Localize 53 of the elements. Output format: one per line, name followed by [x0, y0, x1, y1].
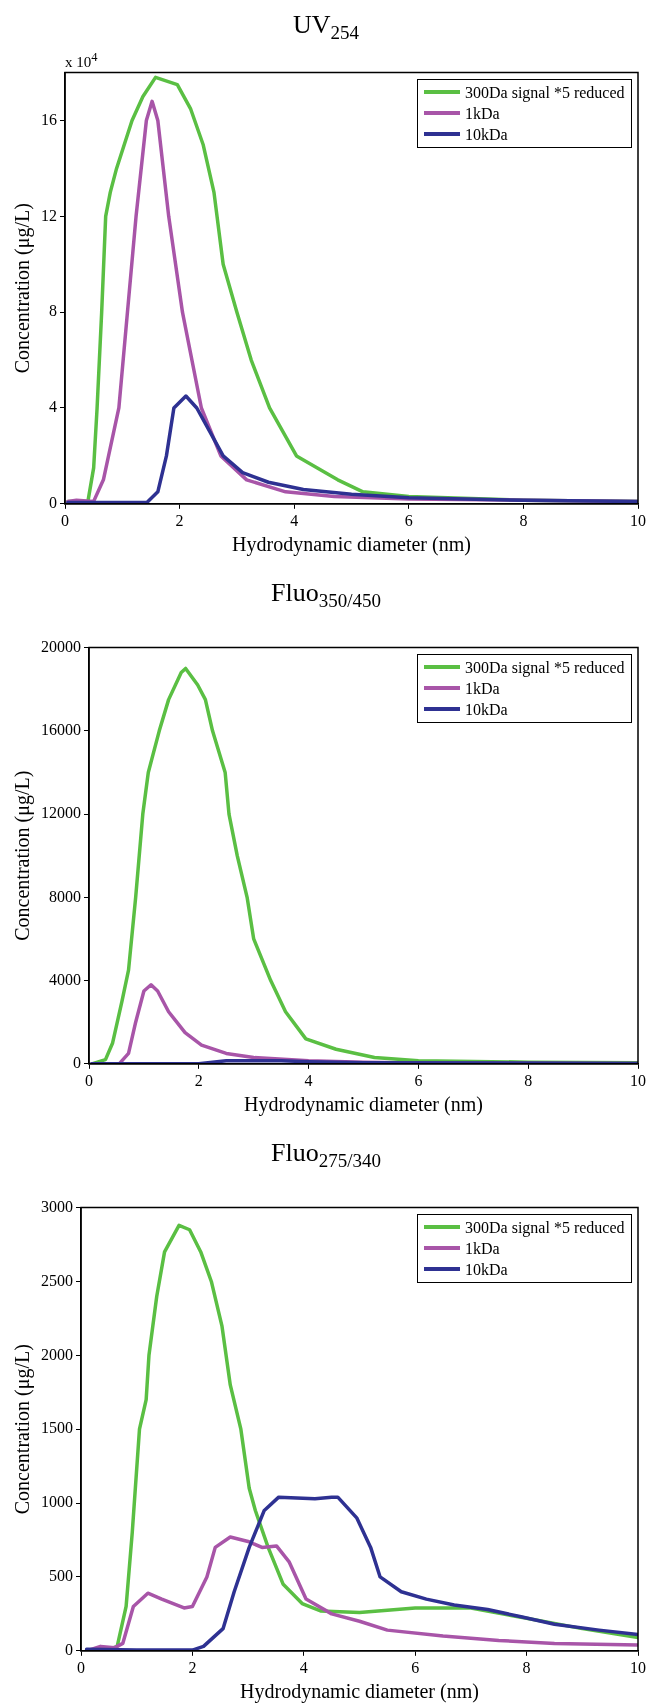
y-tick-label: 1000 [41, 1493, 73, 1511]
legend-label: 300Da signal *5 reduced [465, 82, 625, 103]
chart-title: Fluo$_{275/340}$ [270, 1138, 382, 1173]
x-axis-title: Hydrodynamic diameter (nm) [232, 533, 471, 557]
y-tick-label: 4 [49, 398, 57, 416]
y-tick-label: 0 [65, 1641, 73, 1658]
x-tick-label: 10 [630, 1071, 646, 1089]
x-tick-label: 10 [630, 511, 646, 529]
x-tick-label: 2 [175, 511, 184, 529]
y-tick-label: 16000 [41, 721, 81, 739]
x-tick-label: 8 [524, 1071, 533, 1089]
legend-label: 1kDa [465, 1238, 500, 1259]
y-axis-title: Concentration (μg/L) [11, 203, 35, 374]
legend-label: 1kDa [465, 678, 500, 699]
x-tick-label: 4 [290, 511, 299, 529]
y-tick-label: 12000 [41, 804, 81, 822]
y-tick-label: 4000 [49, 970, 81, 988]
y-tick-label: 2500 [41, 1271, 73, 1289]
y-tick-label: 3000 [41, 1197, 73, 1215]
x-tick-label: 0 [85, 1071, 93, 1089]
y-axis-title: Concentration (μg/L) [11, 770, 35, 941]
y-tick-label: 500 [49, 1567, 73, 1585]
x-tick-label: 6 [411, 1658, 420, 1676]
legend-label: 10kDa [465, 1259, 508, 1280]
y-tick-label: 2000 [41, 1345, 73, 1363]
chart-title: UV$_{254}$ [291, 10, 361, 45]
x-tick-label: 6 [404, 511, 413, 529]
legend-label: 300Da signal *5 reduced [465, 657, 625, 678]
x-tick-label: 2 [194, 1071, 203, 1089]
legend-label: 300Da signal *5 reduced [465, 1217, 625, 1238]
x-tick-label: 4 [304, 1071, 313, 1089]
chart-title: Fluo$_{350/450}$ [270, 578, 382, 613]
y-tick-label: 8000 [49, 887, 81, 905]
legend-label: 10kDa [465, 699, 508, 720]
y-tick-label: 16 [41, 110, 57, 128]
legend-label: 10kDa [465, 124, 508, 145]
legend-label: 1kDa [465, 103, 500, 124]
y-tick-label: 0 [49, 494, 57, 511]
x-tick-label: 8 [519, 511, 528, 529]
x-tick-label: 4 [299, 1658, 308, 1676]
y-tick-label: 20000 [41, 637, 81, 655]
y-tick-label: 8 [49, 302, 57, 320]
x-tick-label: 6 [414, 1071, 423, 1089]
x-tick-label: 10 [630, 1658, 646, 1676]
y-axis-title: Concentration (μg/L) [11, 1344, 35, 1515]
y-tick-label: 12 [41, 206, 57, 224]
x-tick-label: 2 [188, 1658, 197, 1676]
x-tick-label: 8 [522, 1658, 531, 1676]
y-tick-label: 0 [73, 1054, 81, 1071]
text: x 10$^{4}$ [65, 49, 98, 71]
x-axis-title: Hydrodynamic diameter (nm) [244, 1093, 483, 1117]
y-tick-label: 1500 [41, 1419, 73, 1437]
x-axis-title: Hydrodynamic diameter (nm) [240, 1680, 479, 1704]
